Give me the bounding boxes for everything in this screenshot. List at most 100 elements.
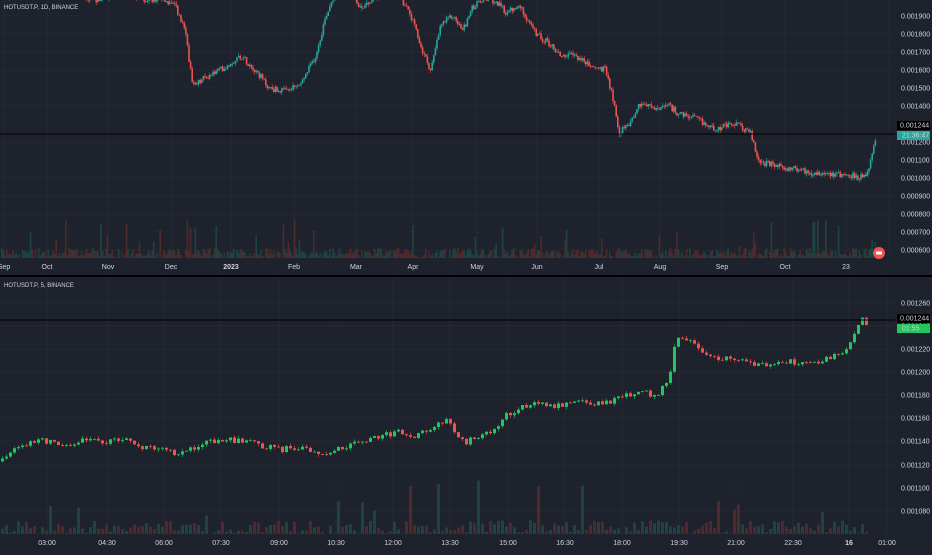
daily-candle[interactable] bbox=[327, 11, 329, 16]
daily-candle[interactable] bbox=[735, 122, 737, 125]
daily-candle[interactable] bbox=[617, 116, 619, 127]
daily-candle[interactable] bbox=[214, 72, 216, 74]
daily-candle[interactable] bbox=[515, 8, 517, 9]
five-minute-candle[interactable] bbox=[405, 434, 408, 435]
five-minute-candle[interactable] bbox=[437, 423, 440, 427]
five-minute-candle[interactable] bbox=[629, 393, 632, 396]
daily-candle[interactable] bbox=[407, 6, 409, 9]
five-minute-candle[interactable] bbox=[261, 443, 264, 448]
daily-candle[interactable] bbox=[534, 28, 536, 29]
daily-candle[interactable] bbox=[527, 21, 529, 22]
daily-candle[interactable] bbox=[195, 83, 197, 84]
daily-candle[interactable] bbox=[627, 125, 629, 126]
five-minute-candle[interactable] bbox=[849, 342, 852, 349]
five-minute-candle[interactable] bbox=[601, 401, 604, 404]
five-minute-candle[interactable] bbox=[25, 446, 28, 447]
daily-candle[interactable] bbox=[747, 129, 749, 130]
daily-candle[interactable] bbox=[363, 8, 365, 9]
daily-candle[interactable] bbox=[223, 69, 225, 71]
daily-candle[interactable] bbox=[569, 53, 571, 54]
daily-candle[interactable] bbox=[316, 52, 318, 58]
daily-candle[interactable] bbox=[748, 129, 750, 132]
daily-candle[interactable] bbox=[428, 63, 430, 69]
daily-candle[interactable] bbox=[639, 104, 641, 106]
daily-candle[interactable] bbox=[647, 104, 649, 106]
five-minute-candle[interactable] bbox=[41, 438, 44, 439]
daily-candle[interactable] bbox=[95, 0, 97, 2]
five-minute-candle[interactable] bbox=[117, 439, 120, 441]
five-minute-candle[interactable] bbox=[93, 439, 96, 440]
daily-candle[interactable] bbox=[638, 104, 640, 109]
daily-candle[interactable] bbox=[329, 6, 331, 11]
daily-candle[interactable] bbox=[294, 85, 296, 86]
daily-candle[interactable] bbox=[543, 42, 545, 43]
five-minute-candle[interactable] bbox=[865, 318, 868, 325]
five-minute-candle[interactable] bbox=[657, 395, 660, 396]
five-minute-candle[interactable] bbox=[537, 402, 540, 404]
daily-candle[interactable] bbox=[707, 125, 709, 126]
daily-candle[interactable] bbox=[503, 6, 505, 13]
daily-candle[interactable] bbox=[815, 173, 817, 175]
daily-candle[interactable] bbox=[358, 4, 360, 7]
daily-candle[interactable] bbox=[455, 17, 457, 21]
five-minute-candle[interactable] bbox=[625, 393, 628, 397]
daily-candle[interactable] bbox=[319, 41, 321, 45]
five-minute-candle[interactable] bbox=[497, 426, 500, 429]
daily-candle[interactable] bbox=[255, 71, 257, 72]
daily-candle[interactable] bbox=[539, 33, 541, 34]
five-minute-candle[interactable] bbox=[581, 400, 584, 401]
daily-candle[interactable] bbox=[203, 76, 205, 80]
daily-candle[interactable] bbox=[201, 80, 203, 83]
five-minute-candle[interactable] bbox=[53, 440, 56, 442]
daily-candle[interactable] bbox=[494, 3, 496, 4]
daily-candle[interactable] bbox=[615, 105, 617, 116]
daily-candle[interactable] bbox=[844, 174, 846, 175]
daily-candle[interactable] bbox=[577, 56, 579, 60]
daily-candle[interactable] bbox=[655, 108, 657, 110]
five-minute-candle[interactable] bbox=[833, 354, 836, 359]
daily-candle[interactable] bbox=[791, 168, 793, 170]
five-minute-candle[interactable] bbox=[809, 362, 812, 363]
daily-candle[interactable] bbox=[311, 62, 313, 64]
daily-candle[interactable] bbox=[860, 174, 862, 179]
five-minute-candle[interactable] bbox=[417, 433, 420, 438]
five-minute-candle[interactable] bbox=[713, 356, 716, 357]
daily-candle[interactable] bbox=[492, 0, 494, 4]
daily-candle[interactable] bbox=[471, 5, 473, 11]
five-minute-candle[interactable] bbox=[381, 435, 384, 439]
five-minute-candle[interactable] bbox=[589, 403, 592, 405]
five-minute-candle[interactable] bbox=[669, 372, 672, 383]
daily-candle[interactable] bbox=[649, 104, 651, 105]
daily-candle[interactable] bbox=[228, 65, 230, 66]
five-minute-candle[interactable] bbox=[841, 353, 844, 354]
daily-candle[interactable] bbox=[508, 10, 510, 12]
daily-candle[interactable] bbox=[788, 167, 790, 171]
daily-candle[interactable] bbox=[681, 112, 683, 113]
daily-candle[interactable] bbox=[675, 107, 677, 113]
daily-candle[interactable] bbox=[412, 20, 414, 21]
daily-candle[interactable] bbox=[827, 173, 829, 174]
daily-candle[interactable] bbox=[273, 89, 275, 92]
five-minute-candle[interactable] bbox=[257, 441, 260, 443]
daily-candle[interactable] bbox=[220, 67, 222, 69]
daily-candle[interactable] bbox=[708, 125, 710, 127]
daily-candle[interactable] bbox=[759, 160, 761, 163]
five-minute-candle[interactable] bbox=[817, 362, 820, 364]
daily-candle[interactable] bbox=[252, 67, 254, 69]
daily-candle[interactable] bbox=[361, 6, 363, 8]
five-minute-candle[interactable] bbox=[177, 454, 180, 455]
five-minute-candle[interactable] bbox=[681, 338, 684, 339]
daily-candle[interactable] bbox=[459, 24, 461, 25]
daily-candle[interactable] bbox=[587, 62, 589, 65]
five-minute-candle[interactable] bbox=[485, 432, 488, 435]
daily-candle[interactable] bbox=[235, 61, 237, 63]
daily-candle[interactable] bbox=[315, 58, 317, 62]
five-minute-candle[interactable] bbox=[317, 452, 320, 454]
daily-candle[interactable] bbox=[230, 64, 232, 66]
daily-candle[interactable] bbox=[863, 175, 865, 178]
daily-candle[interactable] bbox=[679, 113, 681, 115]
five-minute-candle[interactable] bbox=[765, 363, 768, 366]
five-minute-candle[interactable] bbox=[801, 362, 804, 364]
five-minute-candle[interactable] bbox=[169, 450, 172, 451]
daily-candle[interactable] bbox=[279, 91, 281, 92]
